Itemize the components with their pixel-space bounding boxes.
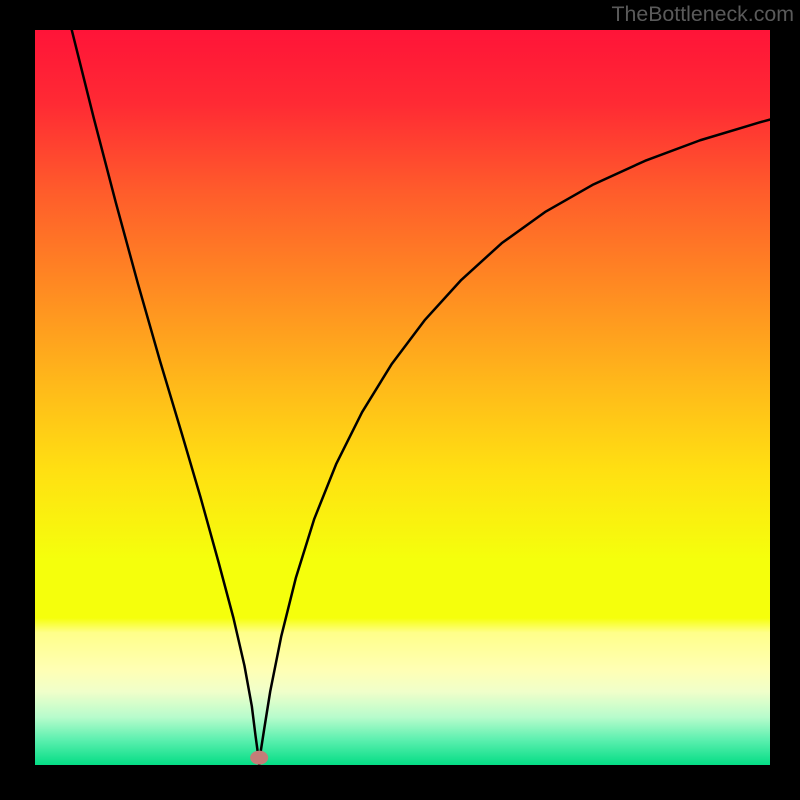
chart-frame: TheBottleneck.com <box>0 0 800 800</box>
plot-area <box>35 30 770 765</box>
curve-layer <box>35 30 770 765</box>
bottleneck-curve <box>35 30 770 765</box>
minimum-marker <box>250 751 268 765</box>
watermark-text: TheBottleneck.com <box>611 2 794 27</box>
